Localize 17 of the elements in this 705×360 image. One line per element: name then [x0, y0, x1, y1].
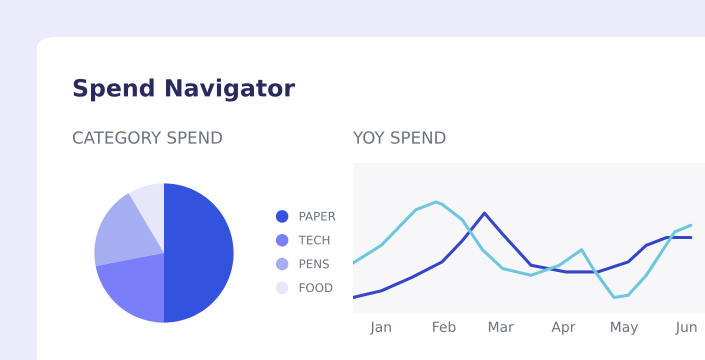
pie-slice	[94, 193, 164, 266]
x-tick-label: Mar	[488, 322, 514, 332]
x-tick-label: Jun	[675, 322, 696, 335]
legend-label: PENS	[300, 259, 329, 268]
x-tick-label: May	[611, 322, 638, 335]
chart-title: Spend Navigator	[74, 78, 295, 102]
chart-title: YOY SPEND	[352, 131, 446, 144]
x-tick-label: Jan	[370, 322, 391, 335]
pie-slice	[164, 183, 234, 323]
legend-label: TECH	[298, 236, 330, 245]
legend-label: FOOD	[300, 283, 332, 292]
pie-slice	[128, 183, 164, 253]
x-tick-label: Apr	[551, 322, 576, 335]
pie-slice	[96, 253, 164, 323]
x-tick-label: Feb	[433, 321, 456, 332]
legend-label: PAPER	[300, 212, 336, 221]
chart-subtitle: CATEGORY SPEND	[72, 131, 222, 144]
